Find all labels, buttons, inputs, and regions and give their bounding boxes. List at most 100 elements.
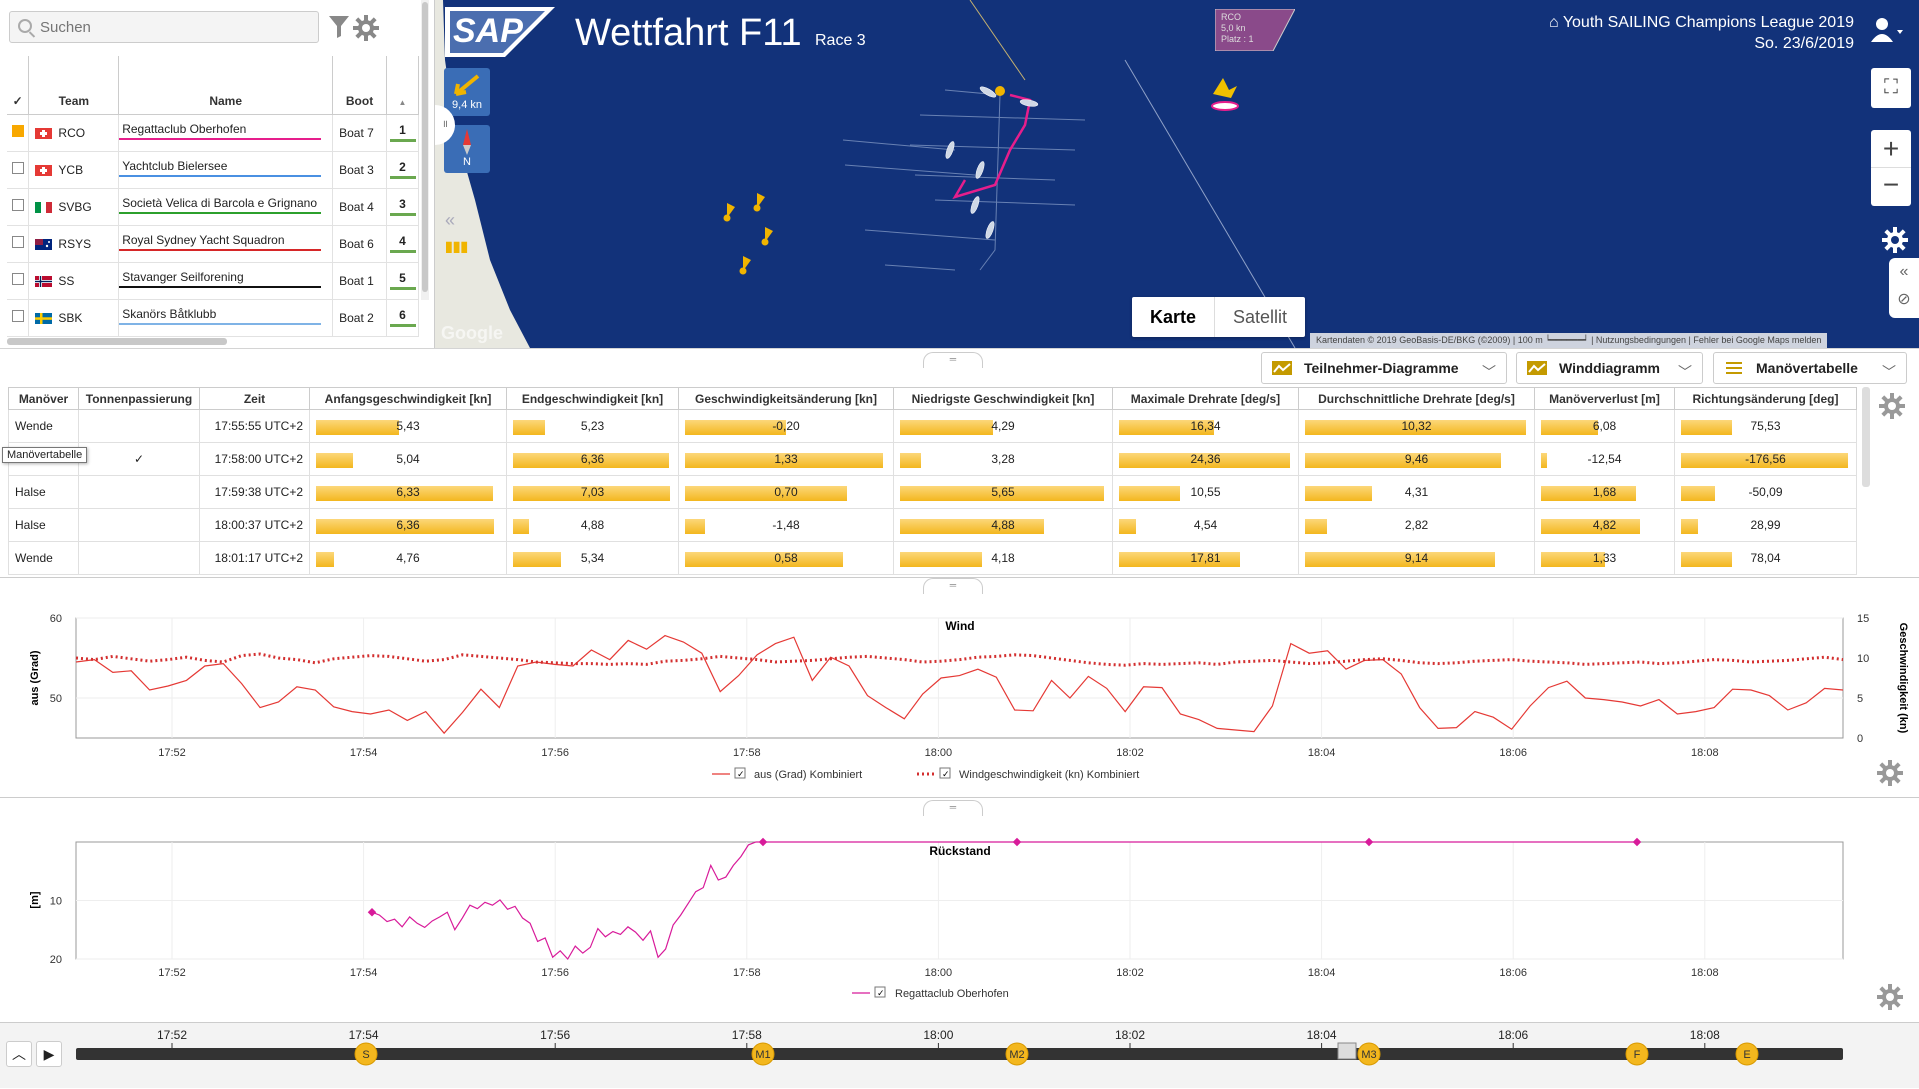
map-settings-icon[interactable] [1881,226,1909,254]
maneuver-table-dropdown[interactable]: Manövertabelle ﹀ [1713,352,1907,384]
filter-icon[interactable] [328,14,350,40]
team-code: SBK [58,310,83,325]
team-cell: SS [28,262,120,300]
panel-resize-handle[interactable]: ═ [923,352,983,368]
legend-label: aus (Grad) Kombiniert [754,769,862,781]
competitor-scrollbar[interactable] [421,0,429,300]
collapse-left-icon[interactable]: « [445,210,456,230]
leaderboard-icon[interactable]: ▮▮▮ [445,238,469,254]
zoom-in-button[interactable]: + [1871,130,1911,168]
competitor-table: ✓ Team Name Boot ▲ RCO Regattaclub Oberh… [7,56,419,337]
gap-chart[interactable]: 17:52 17:54 17:56 17:58 18:00 18:02 18:04 18:06… [0,812,1919,1012]
maneuver-col-header[interactable]: Richtungsänderung [deg] [1674,387,1857,410]
competitor-checkbox-cell[interactable] [7,151,30,189]
competitor-checkbox[interactable] [11,273,24,285]
col-name[interactable]: Name [118,56,334,115]
collapse-timeline-button[interactable]: ︿ [6,1041,32,1067]
maneuver-col-header[interactable]: Durchschnittliche Drehrate [deg/s] [1298,387,1535,410]
competitor-row[interactable]: SS Stavanger Seilforening Boat 1 5 [7,262,419,300]
competitor-row[interactable]: YCB Yachtclub Bielersee Boat 3 2 [7,151,419,189]
maneuver-row[interactable]: Wende 17:55:55 UTC+2 5,43 5,23 -0,20 4,29 16,… [8,409,1857,443]
name-cell[interactable]: Regattaclub Oberhofen [118,114,334,152]
wind-indicator[interactable]: 9,4 kn [444,68,490,116]
name-cell[interactable]: Royal Sydney Yacht Squadron [118,225,334,263]
chart-resize-handle[interactable]: ═ [923,578,983,594]
wind-chart-settings-icon[interactable] [1876,759,1904,787]
timeline-marker-label: M1 [755,1049,770,1061]
participants-charts-dropdown[interactable]: Teilnehmer-Diagramme ﹀ [1261,352,1507,384]
wind-chart[interactable]: 17:52 17:54 17:56 17:58 18:00 18:02 18:04 18:06… [0,590,1919,790]
map-type-map[interactable]: Karte [1132,297,1216,337]
maneuver-settings-icon[interactable] [1878,392,1906,420]
race-map[interactable]: SAP Wettfahrt F11 Race 3 ⌂ Youth SAILING… [435,0,1919,348]
competitor-checkbox[interactable] [11,199,24,211]
maneuver-row[interactable]: Halse 17:59:38 UTC+2 6,33 7,03 0,70 5,65 10,5… [8,475,1857,509]
event-title[interactable]: Youth SAILING Champions League 2019 [1562,14,1854,31]
competitor-panel: ✓ Team Name Boot ▲ RCO Regattaclub Oberh… [0,0,435,348]
competitor-checkbox-cell[interactable] [7,188,30,226]
competitor-checkbox-cell[interactable] [7,262,30,300]
competitor-checkbox[interactable] [11,310,24,322]
maneuver-time: 17:58:00 UTC+2 [199,442,310,476]
name-cell[interactable]: Yachtclub Bielersee [118,151,334,189]
maneuver-row[interactable]: Wende ✓ 17:58:00 UTC+25,046,361,333,2824… [8,442,1857,476]
timeline-slider[interactable]: 17:52 17:54 17:56 17:58 18:00 18:02 18:04 18:06… [0,1023,1919,1089]
fullscreen-button[interactable]: ⛶ [1871,68,1911,108]
user-icon[interactable] [1869,16,1905,44]
competitor-checkbox-cell[interactable] [7,114,30,152]
maneuver-col-header[interactable]: Anfangsgeschwindigkeit [kn] [309,387,507,410]
competitor-row[interactable]: SBK Skanörs Båtklubb Boat 2 6 [7,299,419,337]
maneuver-value: -176,56 [1745,452,1786,466]
play-button[interactable]: ▶ [36,1041,62,1067]
competitor-row[interactable]: RCO Regattaclub Oberhofen Boat 7 1 [7,114,419,152]
maneuver-col-header[interactable]: Manöver [8,387,79,410]
competitor-row[interactable]: SVBG Società Velica di Barcola e Grignan… [7,188,419,226]
col-team[interactable]: Team [28,56,120,115]
map-collapse-handle[interactable]: ॥ [435,105,455,145]
competitor-checkbox[interactable] [11,162,24,174]
competitor-checkbox-cell[interactable] [7,225,30,263]
maneuver-tooltip: Manövertabelle [2,447,88,463]
competitor-checkbox-cell[interactable] [7,299,30,337]
competitor-checkbox[interactable] [11,125,24,137]
map-type-satellite[interactable]: Satellit [1233,307,1288,327]
competitor-hscrollbar[interactable] [7,338,227,345]
competitor-row[interactable]: RSYS Royal Sydney Yacht Squadron Boat 6 … [7,225,419,263]
maneuver-value-cell: 78,04 [1674,541,1857,575]
chart-resize-handle[interactable]: ═ [923,800,983,816]
maneuver-value-cell: 5,04 [309,442,507,476]
name-cell[interactable]: Stavanger Seilforening [118,262,334,300]
maneuver-row[interactable]: Halse 18:00:37 UTC+2 6,36 4,88 -1,48 4,88 4,5… [8,508,1857,542]
team-cell: RCO [28,114,120,152]
maneuver-col-header[interactable]: Zeit [199,387,310,410]
maneuver-table-scrollbar[interactable] [1862,387,1870,487]
maneuver-col-header[interactable]: Niedrigste Geschwindigkeit [kn] [893,387,1113,410]
maneuver-col-header[interactable]: Endgeschwindigkeit [kn] [506,387,679,410]
zoom-out-button[interactable]: − [1882,169,1900,200]
maneuver-col-header[interactable]: Geschwindigkeitsänderung [kn] [678,387,894,410]
x-tick-label: 18:02 [1116,967,1144,979]
maneuver-col-header[interactable]: Tonnenpassierung [78,387,200,410]
maneuver-value-cell: 6,36 [506,442,679,476]
map-side-panel-toggle[interactable]: «⊘ [1889,258,1919,318]
leader-boat-icon[interactable] [1199,76,1251,116]
name-cell[interactable]: Società Velica di Barcola e Grignano [118,188,334,226]
maneuver-value-cell: 4,31 [1298,475,1535,509]
maneuver-col-header[interactable]: Maximale Drehrate [deg/s] [1112,387,1299,410]
search-input[interactable] [10,12,318,42]
boat-info-label[interactable]: RCO 5,0 kn Platz : 1 [1215,9,1295,51]
legend-checkbox [939,767,951,779]
name-cell[interactable]: Skanörs Båtklubb [118,299,334,337]
col-boat[interactable]: Boot [332,56,387,115]
gap-chart-settings-icon[interactable] [1876,983,1904,1011]
wind-chart-dropdown[interactable]: Winddiagramm ﹀ [1516,352,1703,384]
y2-tick-label: 15 [1857,613,1869,625]
competitor-checkbox[interactable] [11,236,24,248]
map-canvas[interactable] [435,0,1919,348]
col-rank[interactable]: ▲ [386,56,419,115]
maneuver-row[interactable]: Wende 18:01:17 UTC+2 4,76 5,34 0,58 4,18 17,8… [8,541,1857,575]
home-icon[interactable]: ⌂ [1549,14,1563,31]
maneuver-col-header[interactable]: Manöververlust [m] [1534,387,1675,410]
col-check[interactable]: ✓ [7,56,30,115]
settings-gear-icon[interactable] [352,14,380,42]
